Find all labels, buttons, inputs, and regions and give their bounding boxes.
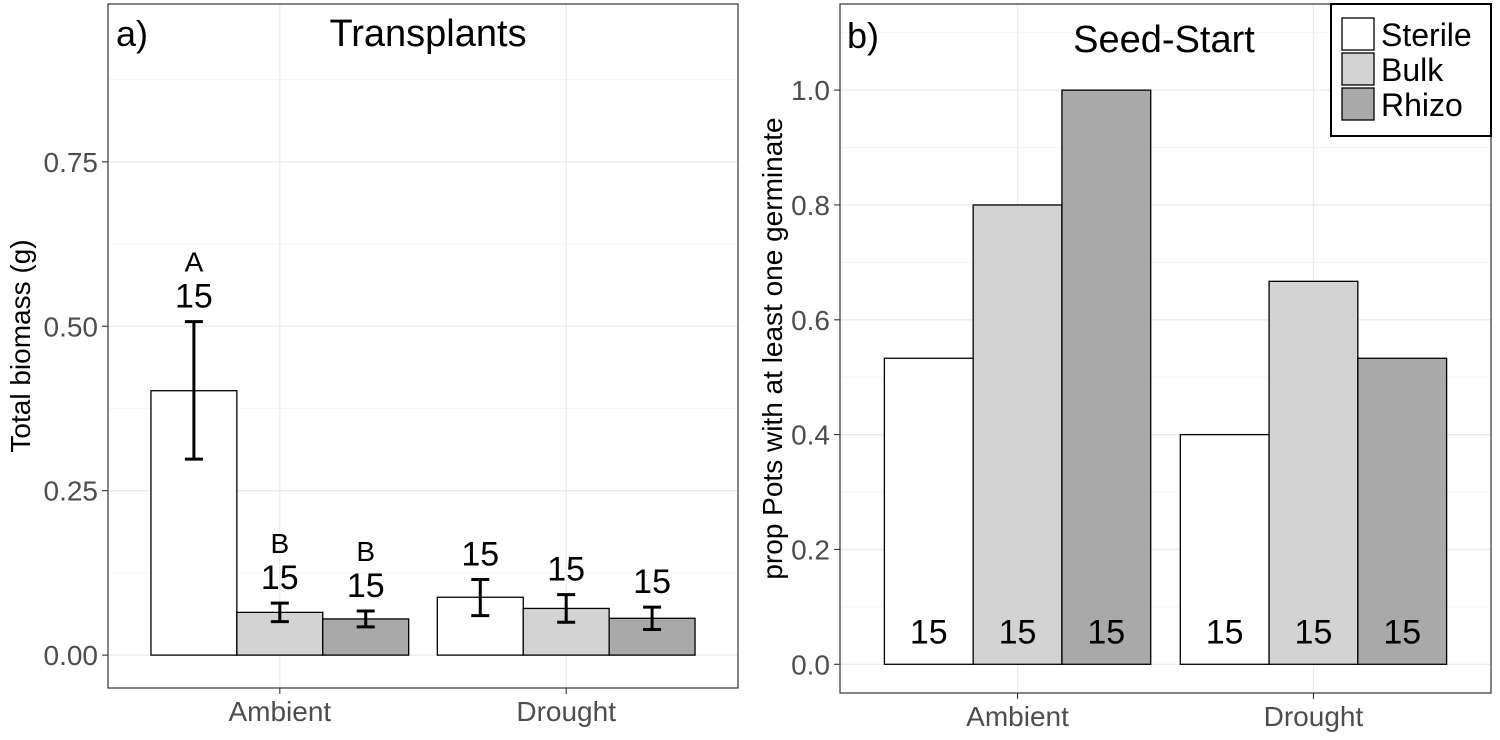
significance-letter: B	[356, 536, 375, 567]
n-label: 15	[1295, 613, 1333, 651]
bar-ambient-bulk	[236, 611, 324, 656]
panel-border	[839, 3, 1492, 694]
bar-ambient-rhizo	[1061, 89, 1152, 665]
y-tick-label: 0.00	[44, 640, 99, 671]
bar-ambient-bulk	[972, 204, 1063, 665]
n-label: 15	[999, 613, 1037, 651]
y-tick-label: 0.2	[791, 534, 830, 565]
legend-label: Rhizo	[1381, 87, 1463, 123]
y-tick-label: 0.6	[791, 305, 830, 336]
panel-tag: b)	[847, 15, 879, 56]
error-bar	[184, 320, 203, 461]
legend-key-rhizo	[1341, 87, 1375, 121]
x-tick-label: Drought	[516, 696, 616, 727]
n-label: 15	[910, 613, 948, 651]
error-bar	[270, 601, 289, 624]
n-label: 15	[261, 559, 299, 597]
panel-title: Seed-Start	[1073, 19, 1255, 61]
y-tick-label: 1.0	[791, 75, 830, 106]
y-tick-label: 0.8	[791, 190, 830, 221]
n-label: 15	[347, 567, 385, 605]
x-tick-label: Ambient	[966, 701, 1069, 732]
significance-letter: A	[185, 247, 204, 278]
panel-border	[107, 3, 739, 689]
n-label: 15	[633, 563, 671, 601]
y-tick-label: 0.25	[44, 476, 99, 507]
legend-label: Bulk	[1381, 52, 1444, 88]
legend-label: Sterile	[1381, 17, 1472, 53]
error-bar	[557, 593, 576, 624]
n-label: 15	[461, 535, 499, 573]
error-bar	[471, 577, 490, 618]
n-label: 15	[1206, 613, 1244, 651]
bar-drought-rhizo	[1357, 357, 1448, 665]
legend-key-bulk	[1341, 52, 1375, 86]
bar-ambient-rhizo	[322, 618, 410, 656]
panel-tag: a)	[116, 13, 148, 54]
error-bar	[643, 605, 662, 631]
x-tick-label: Drought	[1264, 701, 1364, 732]
error-bar	[356, 609, 375, 629]
panel-title: Transplants	[329, 13, 526, 55]
y-axis-label: prop Pots with at least one germinate	[757, 117, 788, 579]
significance-letter: B	[270, 528, 289, 559]
bar-ambient-sterile	[883, 357, 974, 665]
n-label: 15	[175, 278, 213, 316]
y-tick-label: 0.50	[44, 311, 99, 342]
bar-drought-bulk	[1268, 280, 1359, 665]
y-tick-label: 0.4	[791, 420, 830, 451]
y-tick-label: 0.75	[44, 147, 99, 178]
y-axis-label: Total biomass (g)	[5, 239, 36, 452]
bar-drought-sterile	[1179, 433, 1270, 665]
panel-seed-start: 15 15 15 15 15 15 0.0 0.2 0.4 0.6 0.8 1.0 Ambient Dro…	[757, 3, 1492, 732]
legend-key-sterile	[1341, 17, 1375, 51]
n-label: 15	[547, 551, 585, 589]
n-label: 15	[1383, 613, 1421, 651]
x-tick-label: Ambient	[228, 696, 331, 727]
n-label: 15	[1087, 613, 1125, 651]
y-tick-label: 0.0	[791, 649, 830, 680]
